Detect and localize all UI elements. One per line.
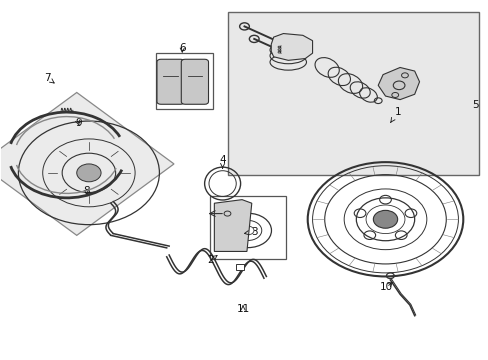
Text: 4: 4 — [219, 156, 225, 168]
Text: 10: 10 — [379, 282, 392, 292]
Bar — [210, 196, 285, 258]
Bar — [235, 264, 243, 270]
Polygon shape — [214, 200, 251, 251]
Polygon shape — [271, 33, 312, 60]
Text: 6: 6 — [179, 43, 185, 53]
Text: 3: 3 — [244, 227, 257, 237]
Bar — [228, 12, 478, 175]
Circle shape — [372, 210, 397, 228]
Text: 5: 5 — [471, 100, 478, 110]
Text: 7: 7 — [44, 73, 54, 83]
FancyBboxPatch shape — [157, 59, 184, 104]
Text: 2: 2 — [207, 255, 217, 265]
Text: 11: 11 — [236, 304, 249, 314]
Circle shape — [77, 164, 101, 182]
Polygon shape — [0, 93, 174, 235]
Bar — [156, 53, 213, 109]
Text: 9: 9 — [75, 118, 81, 128]
Text: 1: 1 — [390, 107, 400, 122]
Polygon shape — [377, 67, 419, 100]
FancyBboxPatch shape — [181, 59, 208, 104]
Text: 8: 8 — [83, 186, 90, 197]
